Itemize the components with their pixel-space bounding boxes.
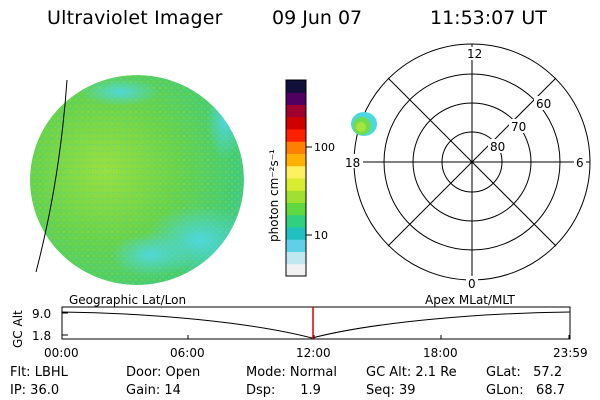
info-ip: IP: 36.0 xyxy=(10,383,60,398)
colorbar-stripe xyxy=(286,116,306,130)
colorbar-tick-10: 10 xyxy=(314,229,328,242)
terminator-line xyxy=(35,79,68,273)
info-glon: GLon: 68.7 xyxy=(486,383,566,398)
timeline-ytick-9: 9.0 xyxy=(32,307,51,321)
info-filter: Flt: LBHL xyxy=(10,365,68,380)
colorbar-stripe xyxy=(286,153,306,167)
instrument-title: Ultraviolet Imager xyxy=(47,7,223,29)
timeline-xtick-1800: 18:00 xyxy=(423,346,458,360)
info-gain: Gain: 14 xyxy=(126,383,181,398)
altitude-curve xyxy=(61,311,571,339)
lat-label-60: 60 xyxy=(536,97,551,111)
aurora-patch xyxy=(351,112,377,136)
colorbar-stripe xyxy=(286,239,306,252)
time-label: 11:53:07 UT xyxy=(430,7,547,29)
timeline-xtick-1200: 12:00 xyxy=(296,346,331,360)
info-gc-alt: GC Alt: 2.1 Re xyxy=(366,365,457,380)
timeline-ylabel: GC Alt xyxy=(11,310,25,348)
info-mode: Mode: Normal xyxy=(246,365,337,380)
colorbar-stripe xyxy=(286,104,306,118)
lat-label-70: 70 xyxy=(511,120,526,134)
date-label: 09 Jun 07 xyxy=(272,7,363,29)
mlt-label-6: 6 xyxy=(576,156,584,170)
timeline-xtick-0600: 06:00 xyxy=(170,346,205,360)
colorbar-stripe xyxy=(286,251,306,265)
info-door: Door: Open xyxy=(126,365,201,380)
colorbar-stripe xyxy=(286,227,306,240)
timeline-ytick-1-8: 1.8 xyxy=(32,329,51,343)
colorbar-stripe xyxy=(286,165,306,179)
colorbar-stripe xyxy=(286,129,306,142)
colorbar-unit-label: photon cm⁻²s⁻¹ xyxy=(267,149,281,242)
info-seq: Seq: 39 xyxy=(366,383,416,398)
info-dsp: Dsp: 1.9 xyxy=(246,383,321,398)
colorbar-tick-100: 100 xyxy=(314,141,335,154)
colorbar-stripe xyxy=(286,214,306,228)
timeline-xtick-0000: 00:00 xyxy=(44,346,79,360)
info-glat: GLat: 57.2 xyxy=(486,365,563,380)
mlt-label-0: 0 xyxy=(468,277,476,291)
mlt-label-18: 18 xyxy=(345,156,360,170)
colorbar-stripe xyxy=(286,80,306,93)
colorbar-stripe xyxy=(286,92,306,105)
colorbar-stripe xyxy=(286,190,306,203)
lat-label-80: 80 xyxy=(490,140,505,154)
timeline-left-title: Geographic Lat/Lon xyxy=(69,293,186,307)
colorbar-stripe xyxy=(286,202,306,216)
colorbar-stripe xyxy=(286,141,306,154)
colorbar-stripe xyxy=(286,178,306,191)
mlt-label-12: 12 xyxy=(467,47,482,61)
colorbar-stripe xyxy=(286,263,306,277)
timeline-xtick-2359: 23:59 xyxy=(553,346,588,360)
timeline-right-title: Apex MLat/MLT xyxy=(425,293,515,307)
